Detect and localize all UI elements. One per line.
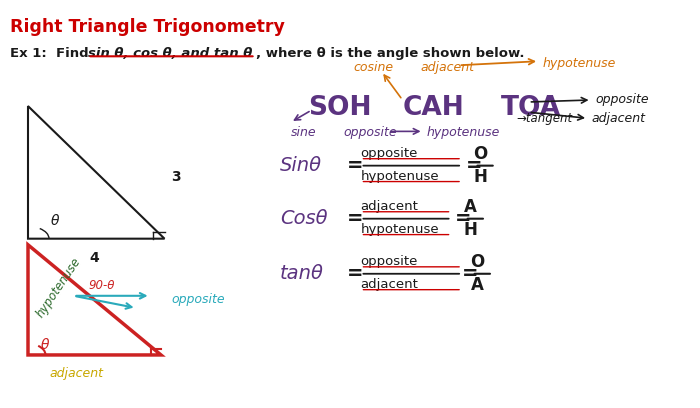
Text: θ: θ [41, 338, 49, 352]
Text: =: = [346, 209, 363, 228]
Text: opposite: opposite [360, 147, 418, 160]
Text: Cosθ: Cosθ [280, 209, 328, 228]
Text: opposite: opposite [595, 93, 649, 106]
Text: =: = [346, 264, 363, 283]
Text: Sinθ: Sinθ [280, 156, 322, 175]
Text: hypotenuse: hypotenuse [360, 223, 439, 236]
Text: hypotenuse: hypotenuse [34, 255, 83, 320]
Text: =: = [466, 156, 482, 175]
Text: tanθ: tanθ [280, 264, 324, 283]
Text: =: = [462, 264, 479, 283]
Text: O: O [470, 253, 484, 271]
Text: adjacent: adjacent [420, 61, 474, 74]
Text: TOA: TOA [500, 95, 561, 121]
Text: SOH: SOH [308, 95, 372, 121]
Text: adjacent: adjacent [360, 278, 419, 291]
Text: =: = [346, 156, 363, 175]
Text: H: H [463, 221, 477, 239]
Text: A: A [464, 198, 477, 216]
Text: opposite: opposite [360, 255, 418, 268]
Text: H: H [473, 168, 487, 186]
Text: θ: θ [50, 215, 59, 228]
Text: adjacent: adjacent [592, 112, 645, 125]
Text: A: A [471, 276, 484, 294]
Text: adjacent: adjacent [360, 200, 419, 213]
Text: Right Triangle Trigonometry: Right Triangle Trigonometry [10, 18, 285, 36]
Text: →tangent: →tangent [517, 112, 573, 125]
Text: 4: 4 [90, 251, 99, 265]
Text: =: = [455, 209, 472, 228]
Text: hypotenuse: hypotenuse [427, 126, 500, 139]
Text: hypotenuse: hypotenuse [542, 57, 616, 70]
Text: CAH: CAH [402, 95, 464, 121]
Text: , where θ is the angle shown below.: , where θ is the angle shown below. [256, 47, 524, 60]
Text: hypotenuse: hypotenuse [360, 170, 439, 183]
Text: opposite: opposite [172, 293, 225, 306]
Text: 3: 3 [172, 171, 181, 184]
Text: sine: sine [290, 126, 316, 139]
Text: O: O [473, 145, 487, 163]
Text: cosine: cosine [354, 61, 393, 74]
Text: adjacent: adjacent [49, 367, 103, 380]
Text: opposite: opposite [343, 126, 397, 139]
Text: sin θ, cos θ, and tan θ: sin θ, cos θ, and tan θ [88, 47, 252, 60]
Text: 90-θ: 90-θ [88, 279, 115, 292]
Text: Ex 1:  Find: Ex 1: Find [10, 47, 93, 60]
